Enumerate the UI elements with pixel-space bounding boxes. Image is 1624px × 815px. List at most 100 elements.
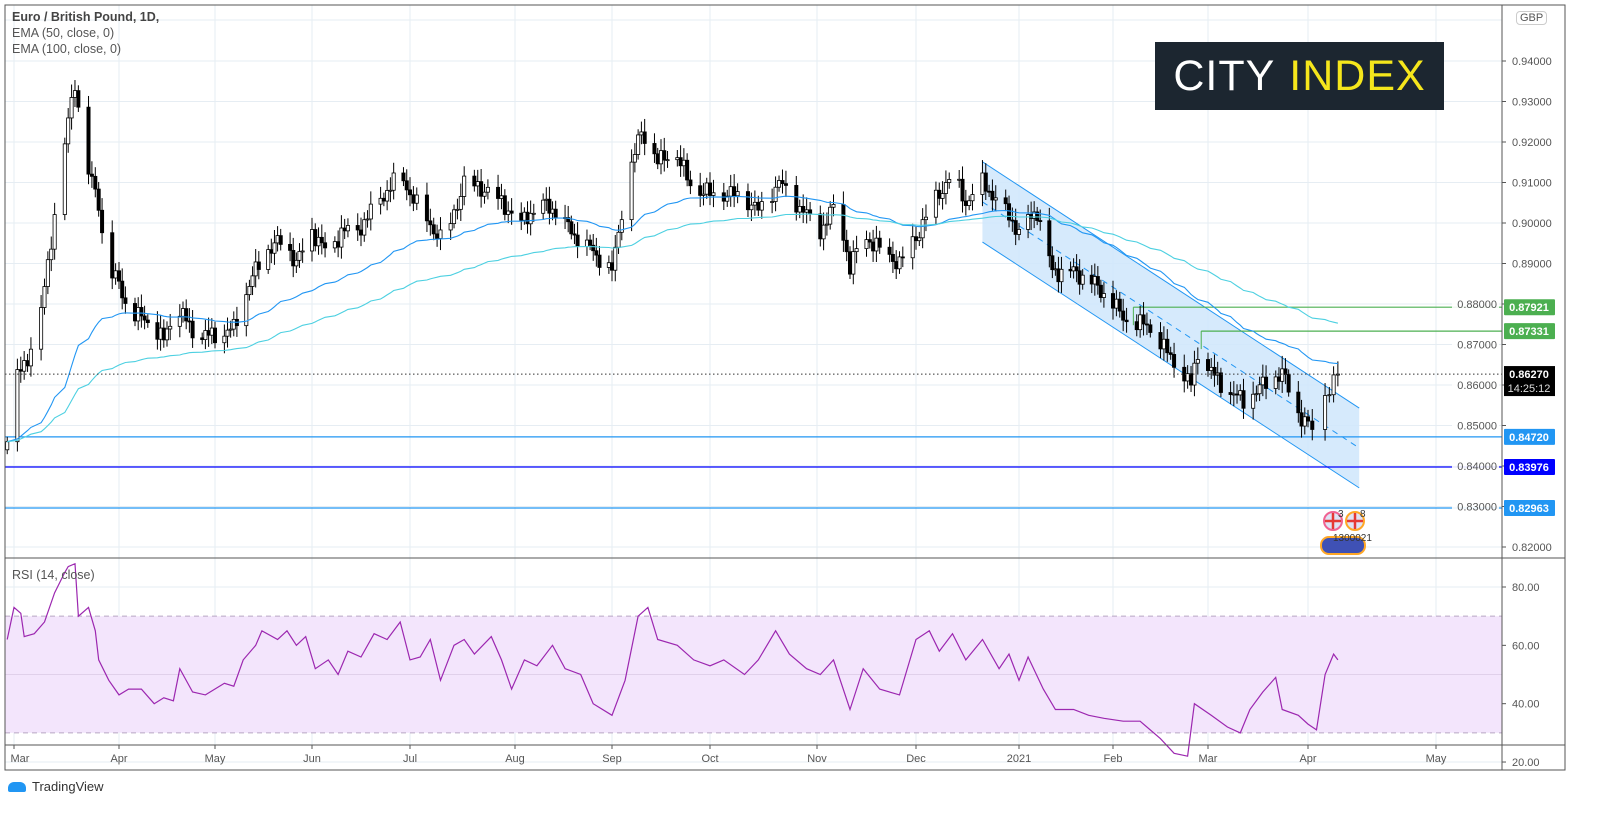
candle-body (365, 218, 370, 221)
price-tick-label-bg (1452, 378, 1499, 392)
price-level-label: 0.83976 (1504, 458, 1555, 475)
candle (1257, 376, 1262, 402)
candle-body (96, 188, 101, 211)
tradingview-watermark: TradingView (8, 779, 104, 794)
candle (300, 238, 305, 263)
candle (665, 150, 670, 168)
candle-body (588, 239, 593, 246)
candle-body (688, 179, 693, 187)
candle-body (256, 261, 261, 270)
candle (613, 234, 618, 282)
price-tick-label-bg (1452, 499, 1499, 514)
candle-body (963, 200, 968, 206)
price-tick-label-inset: 0.83000 (1452, 499, 1499, 514)
candle-body (877, 237, 882, 248)
candle-body (319, 236, 324, 244)
candle (610, 250, 615, 282)
candle-body (864, 239, 869, 250)
candle-body (662, 150, 667, 161)
candle (1059, 256, 1064, 293)
candle (894, 250, 899, 280)
time-tick-label: Aug (505, 753, 525, 765)
candle (479, 169, 484, 208)
currency-badge[interactable]: GBP (1516, 11, 1548, 25)
candle (272, 229, 277, 265)
candle (424, 182, 429, 232)
channel-lower-line (982, 241, 1360, 489)
candle (1172, 342, 1177, 378)
candle (1117, 291, 1122, 318)
candle-body (502, 195, 507, 215)
candle (288, 232, 293, 262)
candle (96, 181, 101, 217)
price-tick-label: 0.92000 (1512, 137, 1552, 149)
candle (963, 189, 968, 216)
rsi-legend[interactable]: RSI (14, close) (12, 568, 95, 582)
price-level-value: 0.87921 (1509, 302, 1549, 314)
candle-body (485, 186, 490, 193)
candle (655, 147, 660, 170)
candle-body (339, 227, 344, 248)
candle-body (250, 275, 255, 287)
candle-body (831, 204, 836, 208)
candle-body (1327, 394, 1332, 397)
price-level-value: 0.87331 (1509, 326, 1549, 338)
candle (990, 179, 995, 211)
candle (294, 252, 299, 274)
candle (794, 175, 799, 221)
candle-body (1138, 314, 1143, 331)
candle-body (1010, 219, 1015, 222)
candle-body (1050, 255, 1055, 271)
candle-body (206, 330, 211, 336)
candle-body (455, 208, 460, 211)
candle-body (794, 185, 799, 213)
candle-body (209, 327, 214, 336)
candle-body (506, 210, 511, 215)
candle (597, 246, 602, 276)
candle-body (874, 237, 879, 252)
candle (313, 223, 318, 252)
candle-body (1299, 412, 1304, 427)
candle-body (253, 261, 258, 277)
candle (563, 204, 568, 230)
candle-body (120, 280, 125, 299)
symbol-title[interactable]: Euro / British Pound, 1D, (12, 10, 160, 24)
candle (76, 85, 81, 112)
candle-body (655, 153, 660, 165)
candle-body (685, 159, 690, 181)
candle-body (773, 186, 778, 202)
candle (1254, 385, 1259, 402)
candle-body (1273, 376, 1278, 389)
candle-body (190, 320, 195, 339)
candle (1080, 269, 1085, 290)
candle-body (887, 246, 892, 255)
candle-body (900, 256, 905, 259)
time-tick-label: Jun (303, 753, 321, 765)
candle-body (777, 180, 782, 188)
candle-body (541, 199, 546, 214)
candle-body (231, 318, 236, 330)
candle (1296, 381, 1301, 423)
candle-body (22, 360, 27, 372)
candle-body (247, 286, 252, 296)
candle (1218, 367, 1223, 398)
candle-body (100, 209, 105, 234)
candle (639, 121, 644, 145)
ema100-legend[interactable]: EMA (100, close, 0) (12, 42, 122, 56)
candle-body (1013, 220, 1018, 235)
candle-body (1134, 321, 1139, 331)
candle-body (597, 254, 602, 268)
candle-body (145, 319, 150, 324)
candle-body (1114, 298, 1119, 309)
candle-body (385, 190, 390, 202)
price-level-value: 0.84720 (1509, 432, 1549, 444)
candle (342, 218, 347, 240)
candle (509, 198, 514, 225)
candle-body (960, 178, 965, 202)
candle (983, 163, 988, 201)
price-level-label: 0.84720 (1504, 428, 1555, 445)
ema50-legend[interactable]: EMA (50, close, 0) (12, 26, 115, 40)
candle (385, 180, 390, 211)
candle-body (923, 216, 928, 221)
